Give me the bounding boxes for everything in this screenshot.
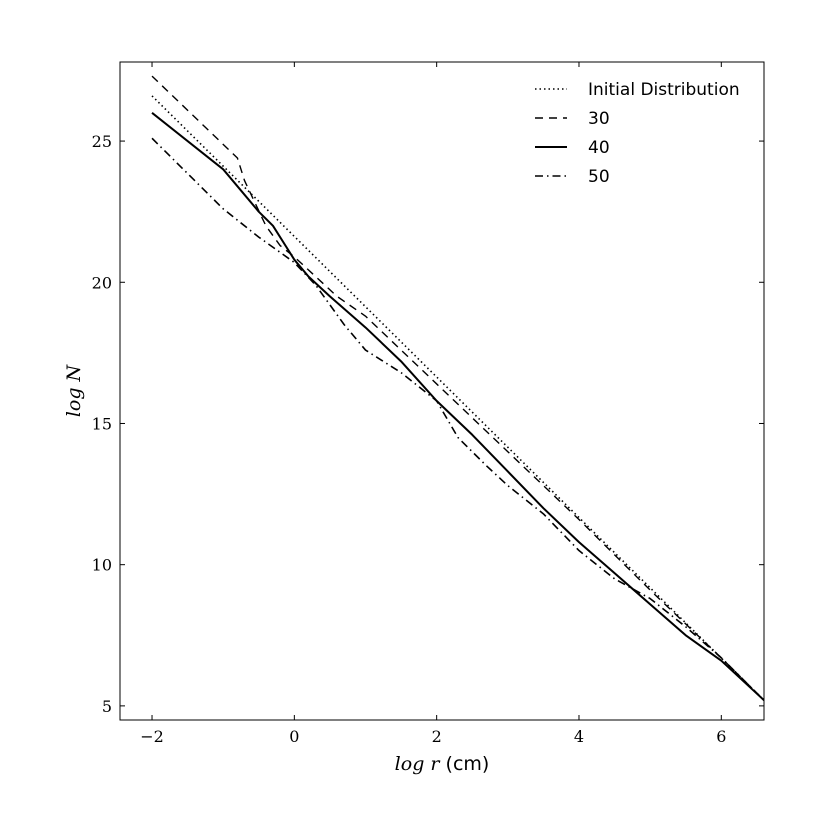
legend: Initial Distribution 30 40 50: [535, 80, 740, 187]
x-tick-label: 4: [574, 727, 584, 746]
y-tick-label: 25: [92, 132, 112, 151]
y-tick-label: 15: [92, 414, 112, 433]
x-tick-label: 6: [716, 727, 726, 746]
series-line-1: [151, 75, 764, 701]
series-layer: [151, 75, 764, 701]
legend-label-3: 50: [588, 167, 610, 187]
series-line-3: [151, 137, 764, 701]
ticks-layer: [120, 62, 764, 720]
x-axis-label: log r (cm): [395, 753, 490, 775]
x-axis-label-var: log r: [395, 753, 442, 775]
y-tick-label: 5: [102, 697, 112, 716]
legend-label-2: 40: [588, 138, 610, 158]
x-tick-label: −2: [140, 727, 164, 746]
y-tick-label: 20: [92, 273, 112, 292]
y-tick-label: 10: [92, 556, 112, 575]
series-line-0: [151, 95, 764, 701]
x-axis-label-unit: (cm): [446, 753, 490, 775]
legend-label-0: Initial Distribution: [588, 80, 740, 100]
x-tick-label: 2: [432, 727, 442, 746]
x-tick-label: 0: [289, 727, 299, 746]
y-axis-label: log N: [63, 363, 85, 417]
plot-frame: [119, 61, 765, 721]
legend-label-1: 30: [588, 109, 610, 129]
tick-labels-layer: −2 0 2 4 6 5 10 15 20 25: [92, 132, 727, 746]
series-line-2: [151, 112, 764, 701]
